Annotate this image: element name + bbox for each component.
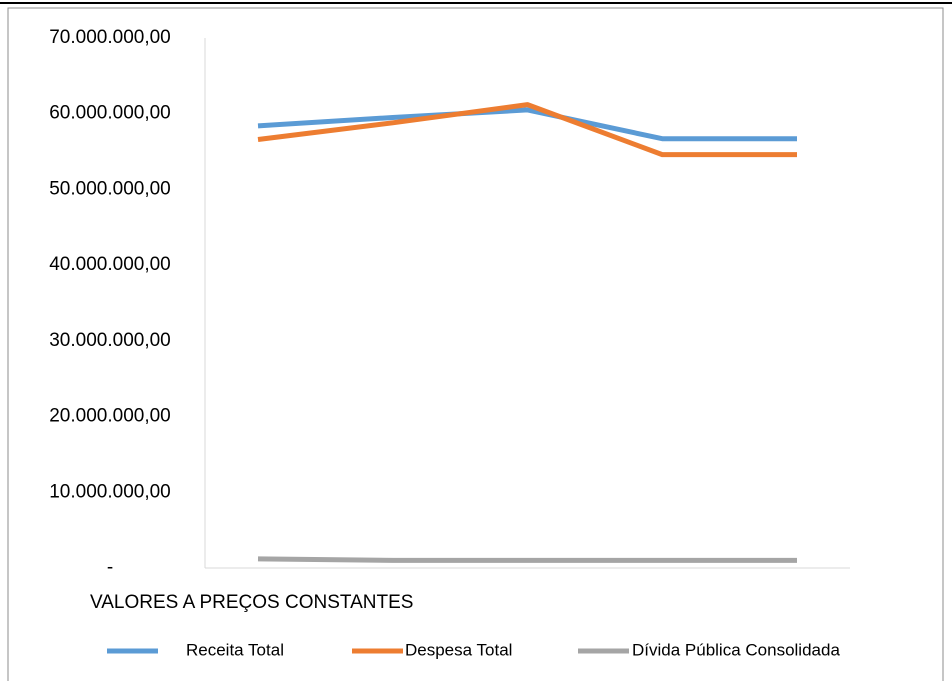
legend-label: Dívida Pública Consolidada (632, 640, 840, 659)
y-tick-label: 40.000.000,00 (49, 254, 171, 275)
data-line (257, 107, 797, 142)
y-tick-label: - (107, 557, 113, 578)
y-tick-label: 10.000.000,00 (49, 481, 171, 502)
legend-label: Despesa Total (405, 640, 512, 659)
data-line (257, 556, 797, 563)
y-tick-label: 30.000.000,00 (49, 330, 171, 351)
chart-frame (7, 7, 944, 681)
y-tick-label: 50.000.000,00 (49, 178, 171, 199)
data-line (257, 102, 797, 158)
chart-subtitle: VALORES A PREÇOS CONSTANTES (90, 592, 413, 613)
y-tick-label: 20.000.000,00 (49, 406, 171, 427)
y-tick-label: 70.000.000,00 (49, 27, 171, 48)
legend-label: Receita Total (186, 640, 284, 659)
y-tick-label: 60.000.000,00 (49, 103, 171, 124)
